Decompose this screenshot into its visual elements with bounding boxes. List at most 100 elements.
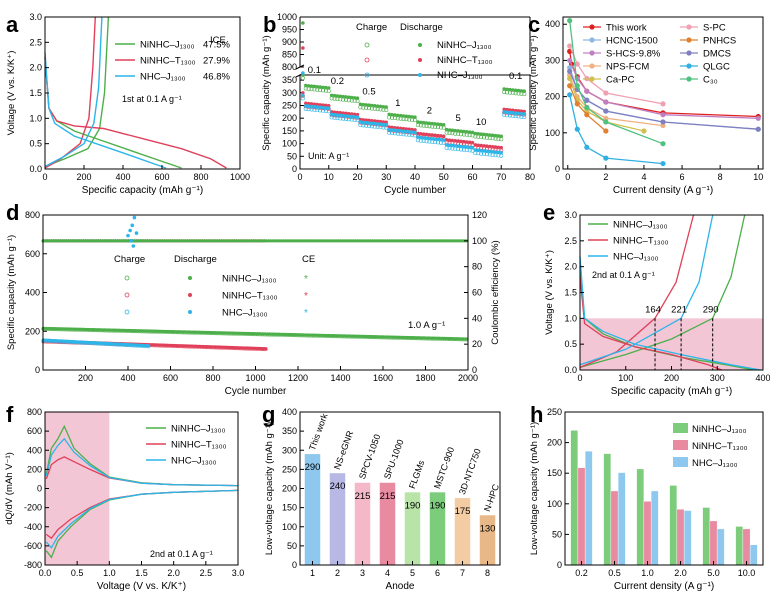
b-point-discharge [516, 111, 521, 116]
c-ytick-label: 200 [545, 92, 560, 102]
b-point-discharge [419, 120, 423, 125]
b-point-discharge [485, 149, 489, 153]
b-point-discharge [344, 95, 348, 99]
b-point-discharge [321, 103, 325, 107]
h-ytick-label: 100 [547, 499, 562, 509]
b-point-charge [435, 125, 440, 130]
g-bar [429, 492, 446, 565]
b-point-charge [438, 125, 443, 130]
h-legend-swatch [673, 423, 688, 433]
a-legend-ice: 47.5% [203, 40, 230, 51]
e-y-axis-label: Voltage (V vs. K/K⁺) [544, 250, 555, 335]
b-point-charge [352, 117, 357, 122]
b-point-charge [507, 90, 512, 95]
b-point-discharge [384, 120, 388, 124]
b-point-discharge [493, 150, 498, 154]
h-bar [603, 453, 612, 566]
b-point-discharge [378, 104, 383, 109]
b-point-discharge [338, 94, 342, 98]
c-x-axis-label: Current density (A g⁻¹) [613, 185, 713, 196]
b-point-discharge [398, 113, 403, 118]
d-legend-charge-marker [124, 292, 130, 298]
b-point-discharge [352, 96, 357, 100]
b-point-discharge [378, 119, 383, 124]
b-point-discharge [430, 137, 434, 141]
b-point-discharge [490, 144, 495, 149]
g-ytick-label: 0 [292, 560, 297, 570]
b-point-discharge [324, 106, 328, 110]
b-xtick-label: 50 [439, 172, 449, 182]
b-point-discharge [482, 149, 486, 153]
b-point-discharge [355, 112, 360, 117]
a-legend-ice: 46.8% [203, 72, 230, 83]
h-xtick-label: 1.0 [641, 568, 654, 578]
b-point-discharge [442, 134, 446, 138]
h-frame [564, 411, 764, 566]
c-point [641, 128, 647, 134]
c-point [584, 97, 590, 103]
b-point-discharge [513, 111, 518, 115]
c-point [567, 57, 573, 64]
b-point-discharge [367, 103, 371, 107]
c-point [603, 115, 609, 121]
a-annotation: 1st at 0.1 A g⁻¹ [122, 94, 182, 104]
b-point-charge [450, 146, 455, 151]
h-legend-swatch [673, 440, 688, 450]
b-point-charge [441, 141, 446, 146]
f-ytick-label: 200 [27, 464, 42, 474]
d-rate-note: 1.0 A g⁻¹ [408, 320, 445, 331]
c-point [603, 99, 609, 105]
b-unit-note: Unit: A g⁻¹ [308, 151, 349, 161]
b-point-discharge [352, 115, 357, 119]
h-legend-label: NHC–J₁₃₀₀ [692, 458, 738, 469]
a-ytick-label: 3.0 [29, 12, 42, 22]
g-bar [329, 473, 346, 565]
b-point-charge [364, 105, 369, 110]
c-point [567, 18, 573, 24]
b-point-discharge [490, 133, 495, 137]
c-point [567, 65, 573, 71]
b-point-discharge [522, 89, 526, 93]
h-bar [676, 509, 685, 566]
b-point-discharge [401, 114, 406, 118]
b-point-discharge [456, 139, 460, 143]
b-charge-label: Charge [356, 22, 387, 33]
b-point-charge [361, 105, 366, 110]
b-point-discharge [332, 112, 337, 117]
b-point-discharge [321, 85, 325, 89]
a-xtick-label: 1000 [230, 172, 250, 182]
b-point-charge [372, 106, 377, 111]
c-legend-marker [686, 37, 692, 43]
b-rate-label: 0.2 [331, 76, 344, 87]
b-point-charge [335, 116, 340, 121]
b-point-charge [461, 147, 466, 152]
e-ytick-label: 3.0 [564, 210, 577, 220]
d-xtick-label: 1400 [330, 373, 350, 383]
d-legend-discharge-marker [188, 276, 192, 280]
b-point-charge [309, 107, 314, 112]
b-point-discharge [332, 110, 337, 114]
b-point-charge [389, 130, 394, 135]
b-point-charge [415, 138, 420, 143]
d-point-ce-spike [132, 215, 137, 220]
b-point-discharge [450, 138, 455, 143]
b-point-discharge [439, 122, 443, 127]
b-point-discharge [476, 148, 480, 152]
b-point-discharge [416, 120, 420, 124]
b-point-charge [427, 139, 432, 144]
panel-d: 200 400 600 800 1000 1200 1400 1600 1800 20000200… [6, 200, 501, 397]
b-point-charge [343, 116, 348, 121]
b-point-discharge [344, 111, 348, 116]
b-point-discharge [312, 105, 317, 109]
b-point-discharge [413, 115, 417, 119]
b-legend-charge-marker [364, 72, 370, 78]
d-ytick-label: 200 [25, 326, 40, 336]
b-ytick-label: 0 [292, 164, 297, 174]
h-xtick-label: 5.0 [707, 568, 720, 578]
b-point-charge [346, 117, 351, 122]
b-point-charge [410, 133, 415, 138]
g-bar [404, 492, 421, 565]
c-legend-label: S-HCS-9.8% [606, 49, 661, 60]
b-legend-discharge-marker [418, 73, 422, 77]
